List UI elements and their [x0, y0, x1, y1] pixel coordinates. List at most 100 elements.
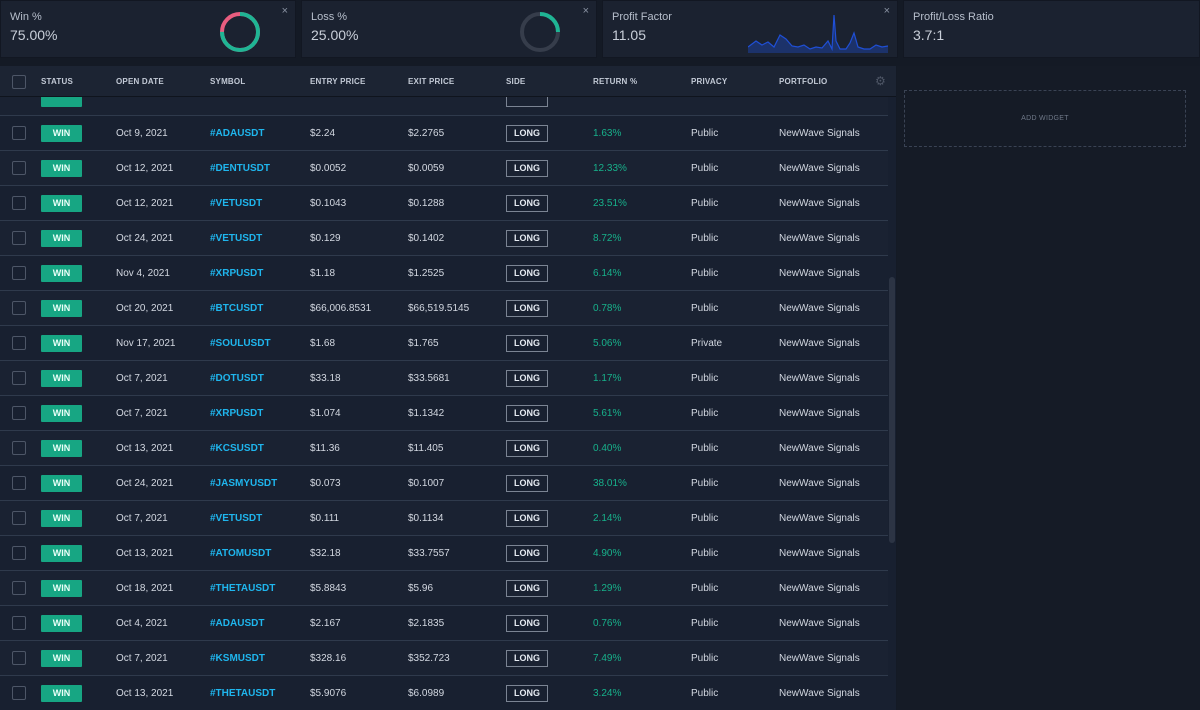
- close-icon[interactable]: ×: [582, 5, 589, 17]
- row-checkbox[interactable]: [12, 581, 26, 595]
- symbol-link[interactable]: #BTCUSDT: [210, 303, 264, 314]
- header-entry-price[interactable]: ENTRY PRICE: [310, 77, 366, 86]
- row-checkbox[interactable]: [12, 651, 26, 665]
- table-header: STATUS OPEN DATE SYMBOL ENTRY PRICE EXIT…: [0, 66, 896, 97]
- row-checkbox[interactable]: [12, 336, 26, 350]
- privacy-cell: Public: [691, 163, 719, 174]
- row-checkbox[interactable]: [12, 161, 26, 175]
- symbol-link[interactable]: #VETUSDT: [210, 198, 263, 209]
- table-row[interactable]: WIN Oct 13, 2021 #ATOMUSDT $32.18 $33.7557 LO…: [0, 536, 888, 571]
- table-row[interactable]: WIN Oct 20, 2021 #BTCUSDT $66,006.8531 $66,5…: [0, 291, 888, 326]
- header-open-date[interactable]: OPEN DATE: [116, 77, 164, 86]
- symbol-link[interactable]: #THETAUSDT: [210, 688, 276, 699]
- close-icon[interactable]: ×: [281, 5, 288, 17]
- right-panel: ADD WIDGET: [897, 66, 1200, 710]
- symbol-link[interactable]: #DENTUSDT: [210, 163, 271, 174]
- table-row[interactable]: WIN Nov 4, 2021 #XRPUSDT $1.18 $1.2525 LONG 6.…: [0, 256, 888, 291]
- return-cell: 0.40%: [593, 443, 622, 454]
- row-checkbox[interactable]: [12, 301, 26, 315]
- row-checkbox[interactable]: [12, 371, 26, 385]
- profit-loss-ratio-widget: Profit/Loss Ratio 3.7:1: [903, 0, 1200, 58]
- gear-icon[interactable]: ⚙: [875, 74, 886, 88]
- row-checkbox[interactable]: [12, 266, 26, 280]
- table-row[interactable]: WIN Oct 24, 2021 #VETUSDT $0.129 $0.1402 LONG…: [0, 221, 888, 256]
- symbol-link[interactable]: #JASMYUSDT: [210, 478, 278, 489]
- symbol-link[interactable]: #KSMUSDT: [210, 653, 266, 664]
- row-checkbox[interactable]: [12, 231, 26, 245]
- portfolio-cell: NewWave Signals: [779, 583, 860, 594]
- symbol-link[interactable]: #KCSUSDT: [210, 443, 264, 454]
- portfolio-cell: NewWave Signals: [779, 128, 860, 139]
- header-privacy[interactable]: PRIVACY: [691, 77, 728, 86]
- table-scrollbar[interactable]: [888, 97, 896, 710]
- table-row[interactable]: WIN Oct 9, 2021 #ADAUSDT $2.24 $2.2765 LONG 1.…: [0, 116, 888, 151]
- open-date-cell: Oct 7, 2021: [116, 653, 168, 664]
- portfolio-cell: NewWave Signals: [779, 163, 860, 174]
- close-icon[interactable]: ×: [883, 5, 890, 17]
- symbol-link[interactable]: #VETUSDT: [210, 233, 263, 244]
- row-checkbox[interactable]: [12, 616, 26, 630]
- side-badge: LONG: [506, 370, 548, 387]
- row-checkbox[interactable]: [12, 196, 26, 210]
- status-badge: WIN: [41, 370, 82, 387]
- row-checkbox[interactable]: [12, 686, 26, 700]
- symbol-link[interactable]: #SOULUSDT: [210, 338, 271, 349]
- privacy-cell: Public: [691, 128, 719, 139]
- open-date-cell: Oct 12, 2021: [116, 163, 174, 174]
- entry-price-cell: $66,006.8531: [310, 303, 372, 314]
- row-checkbox[interactable]: [12, 476, 26, 490]
- row-checkbox[interactable]: [12, 511, 26, 525]
- widget-bar: Win % 75.00% × Loss % 25.00% × Profit Fa…: [0, 0, 1200, 60]
- symbol-link[interactable]: #THETAUSDT: [210, 583, 276, 594]
- table-row[interactable]: WIN Oct 12, 2021 #DENTUSDT $0.0052 $0.0059 LO…: [0, 151, 888, 186]
- exit-price-cell: $1.1342: [408, 408, 445, 419]
- scrollbar-thumb[interactable]: [889, 277, 895, 543]
- privacy-cell: Private: [691, 338, 723, 349]
- table-row[interactable]: WIN Nov 17, 2021 #SOULUSDT $1.68 $1.765 LONG 5…: [0, 326, 888, 361]
- portfolio-cell: NewWave Signals: [779, 688, 860, 699]
- header-side[interactable]: SIDE: [506, 77, 526, 86]
- symbol-link[interactable]: #ADAUSDT: [210, 128, 265, 139]
- row-checkbox[interactable]: [12, 546, 26, 560]
- table-row[interactable]: WIN Oct 7, 2021 #XRPUSDT $1.074 $1.1342 LONG 5…: [0, 396, 888, 431]
- header-symbol[interactable]: SYMBOL: [210, 77, 246, 86]
- widget-title: Profit Factor: [612, 11, 672, 23]
- table-row[interactable]: WIN Oct 18, 2021 #THETAUSDT $5.8843 $5.96 LON…: [0, 571, 888, 606]
- entry-price-cell: $0.073: [310, 478, 341, 489]
- table-row-partial: [0, 97, 888, 116]
- side-badge: LONG: [506, 685, 548, 702]
- open-date-cell: Oct 9, 2021: [116, 128, 168, 139]
- select-all-checkbox[interactable]: [12, 75, 26, 89]
- privacy-cell: Public: [691, 618, 719, 629]
- symbol-link[interactable]: #DOTUSDT: [210, 373, 264, 384]
- header-portfolio[interactable]: PORTFOLIO: [779, 77, 828, 86]
- symbol-link[interactable]: #XRPUSDT: [210, 408, 264, 419]
- table-row[interactable]: WIN Oct 7, 2021 #KSMUSDT $328.16 $352.723 LON…: [0, 641, 888, 676]
- table-row[interactable]: WIN Oct 13, 2021 #KCSUSDT $11.36 $11.405 LONG…: [0, 431, 888, 466]
- entry-price-cell: $5.9076: [310, 688, 347, 699]
- table-row[interactable]: WIN Oct 7, 2021 #VETUSDT $0.111 $0.1134 LONG 2…: [0, 501, 888, 536]
- symbol-link[interactable]: #ADAUSDT: [210, 618, 265, 629]
- portfolio-cell: NewWave Signals: [779, 653, 860, 664]
- header-status[interactable]: STATUS: [41, 77, 74, 86]
- symbol-link[interactable]: #VETUSDT: [210, 513, 263, 524]
- header-return[interactable]: RETURN %: [593, 77, 638, 86]
- table-row[interactable]: WIN Oct 7, 2021 #DOTUSDT $33.18 $33.5681 LONG…: [0, 361, 888, 396]
- symbol-link[interactable]: #XRPUSDT: [210, 268, 264, 279]
- table-row[interactable]: WIN Oct 12, 2021 #VETUSDT $0.1043 $0.1288 LON…: [0, 186, 888, 221]
- table-row[interactable]: WIN Oct 24, 2021 #JASMYUSDT $0.073 $0.1007 LO…: [0, 466, 888, 501]
- table-row[interactable]: WIN Oct 13, 2021 #THETAUSDT $5.9076 $6.0989 L…: [0, 676, 888, 710]
- table-body: WIN Oct 9, 2021 #ADAUSDT $2.24 $2.2765 LONG 1.…: [0, 97, 888, 710]
- entry-price-cell: $0.111: [310, 513, 340, 524]
- header-exit-price[interactable]: EXIT PRICE: [408, 77, 455, 86]
- donut-main-arc: [520, 12, 560, 52]
- sparkline-area: [748, 15, 888, 53]
- row-checkbox[interactable]: [12, 406, 26, 420]
- profit-factor-sparkline: [748, 14, 888, 53]
- row-checkbox[interactable]: [12, 441, 26, 455]
- symbol-link[interactable]: #ATOMUSDT: [210, 548, 272, 559]
- table-row[interactable]: WIN Oct 4, 2021 #ADAUSDT $2.167 $2.1835 LONG 0…: [0, 606, 888, 641]
- portfolio-cell: NewWave Signals: [779, 373, 860, 384]
- add-widget-button[interactable]: ADD WIDGET: [904, 90, 1186, 147]
- row-checkbox[interactable]: [12, 126, 26, 140]
